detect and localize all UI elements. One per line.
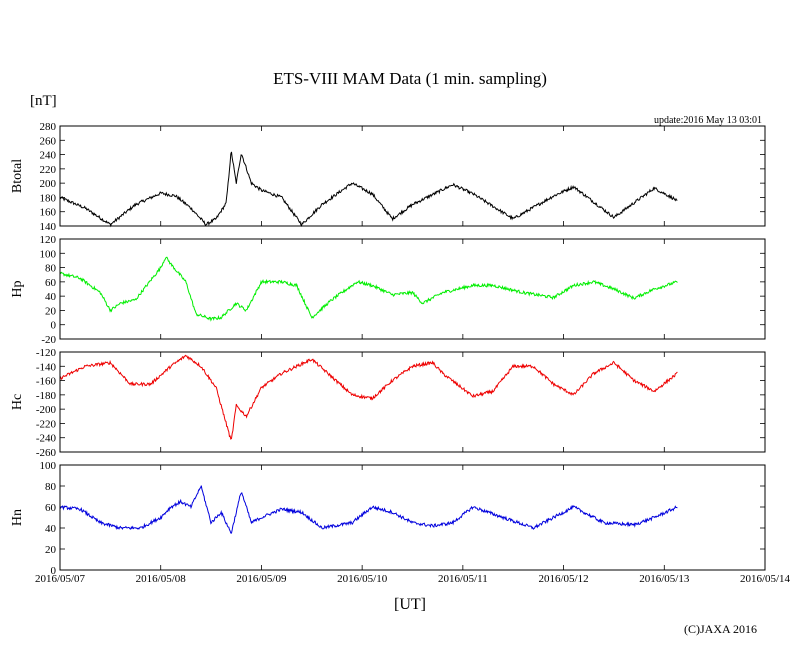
y-tick-label: 200 (40, 178, 57, 190)
x-axis-label: [UT] (394, 596, 426, 613)
x-tick-label: 2016/05/14 (740, 573, 791, 585)
y-tick-label: 160 (40, 207, 57, 219)
y-tick-label: 140 (40, 221, 57, 233)
y-tick-label: 180 (40, 192, 57, 204)
y-tick-label: 60 (45, 502, 57, 514)
y-tick-label: 0 (51, 320, 57, 332)
panel-hn: 0 20 40 60 80 100 Hn (10, 460, 766, 577)
y-tick-label: -160 (36, 376, 57, 388)
panel-btotal: 140 160 180 200 220 240 260 280 Btotal (10, 121, 766, 233)
x-axis-ticks: 2016/05/07 2016/05/08 2016/05/09 2016/05/10… (35, 573, 791, 585)
series-line-hc (59, 354, 678, 440)
y-tick-label: 60 (45, 277, 57, 289)
panels: 140160180200220240260280Btotal-200204060… (10, 121, 766, 577)
x-tick-label: 2016/05/11 (438, 573, 488, 585)
panel-hp: -20 0 20 40 60 80 100 120 Hp (10, 234, 766, 346)
y-tick-label: 40 (45, 291, 57, 303)
x-tick-label: 2016/05/08 (136, 573, 187, 585)
y-tick-label: 280 (40, 121, 57, 133)
y-tick-label: 80 (45, 481, 57, 493)
x-tick-label: 2016/05/07 (35, 573, 86, 585)
y-tick-label: -220 (36, 418, 57, 430)
update-text: update:2016 May 13 03:01 (654, 115, 762, 126)
series-label-hn: Hn (10, 509, 25, 526)
panel-hc: -260 -240 -220 -200 -180 -160 -140 -120 Hc (10, 347, 766, 459)
x-tick-label: 2016/05/09 (236, 573, 287, 585)
series-label-hc: Hc (10, 394, 25, 410)
y-tick-label: 220 (40, 164, 57, 176)
y-tick-label: 100 (40, 248, 57, 260)
x-tick-label: 2016/05/10 (337, 573, 388, 585)
x-tick-label: 2016/05/12 (539, 573, 589, 585)
y-tick-label: 20 (45, 305, 57, 317)
y-tick-label: 20 (45, 544, 57, 556)
y-tick-label: 80 (45, 263, 57, 275)
y-tick-label: 0 (51, 565, 57, 577)
credit-text: (C)JAXA 2016 (684, 622, 757, 636)
y-tick-label: -180 (36, 390, 57, 402)
panel-frame (59, 238, 766, 340)
y-tick-label: 120 (40, 234, 57, 246)
y-tick-label: 260 (40, 135, 57, 147)
series-line-hn (59, 485, 678, 534)
y-tick-label: -140 (36, 361, 57, 373)
y-tick-label: -200 (36, 404, 57, 416)
panel-frame (59, 351, 766, 453)
y-tick-label: 40 (45, 523, 57, 535)
y-tick-label: -120 (36, 347, 57, 359)
unit-label: [nT] (30, 93, 57, 109)
panel-frame (59, 125, 766, 227)
series-line-btotal (59, 151, 678, 228)
series-line-hp (59, 256, 678, 322)
y-tick-label: -240 (36, 433, 57, 445)
panel-frame (59, 464, 766, 571)
y-tick-label: -260 (36, 447, 57, 459)
y-tick-label: 240 (40, 150, 57, 162)
chart-title: ETS-VIII MAM Data (1 min. sampling) (273, 69, 547, 88)
y-tick-label: 100 (40, 460, 57, 472)
x-tick-label: 2016/05/13 (639, 573, 690, 585)
series-label-hp: Hp (10, 280, 25, 297)
series-label-btotal: Btotal (10, 159, 25, 193)
y-tick-label: -20 (41, 334, 56, 346)
